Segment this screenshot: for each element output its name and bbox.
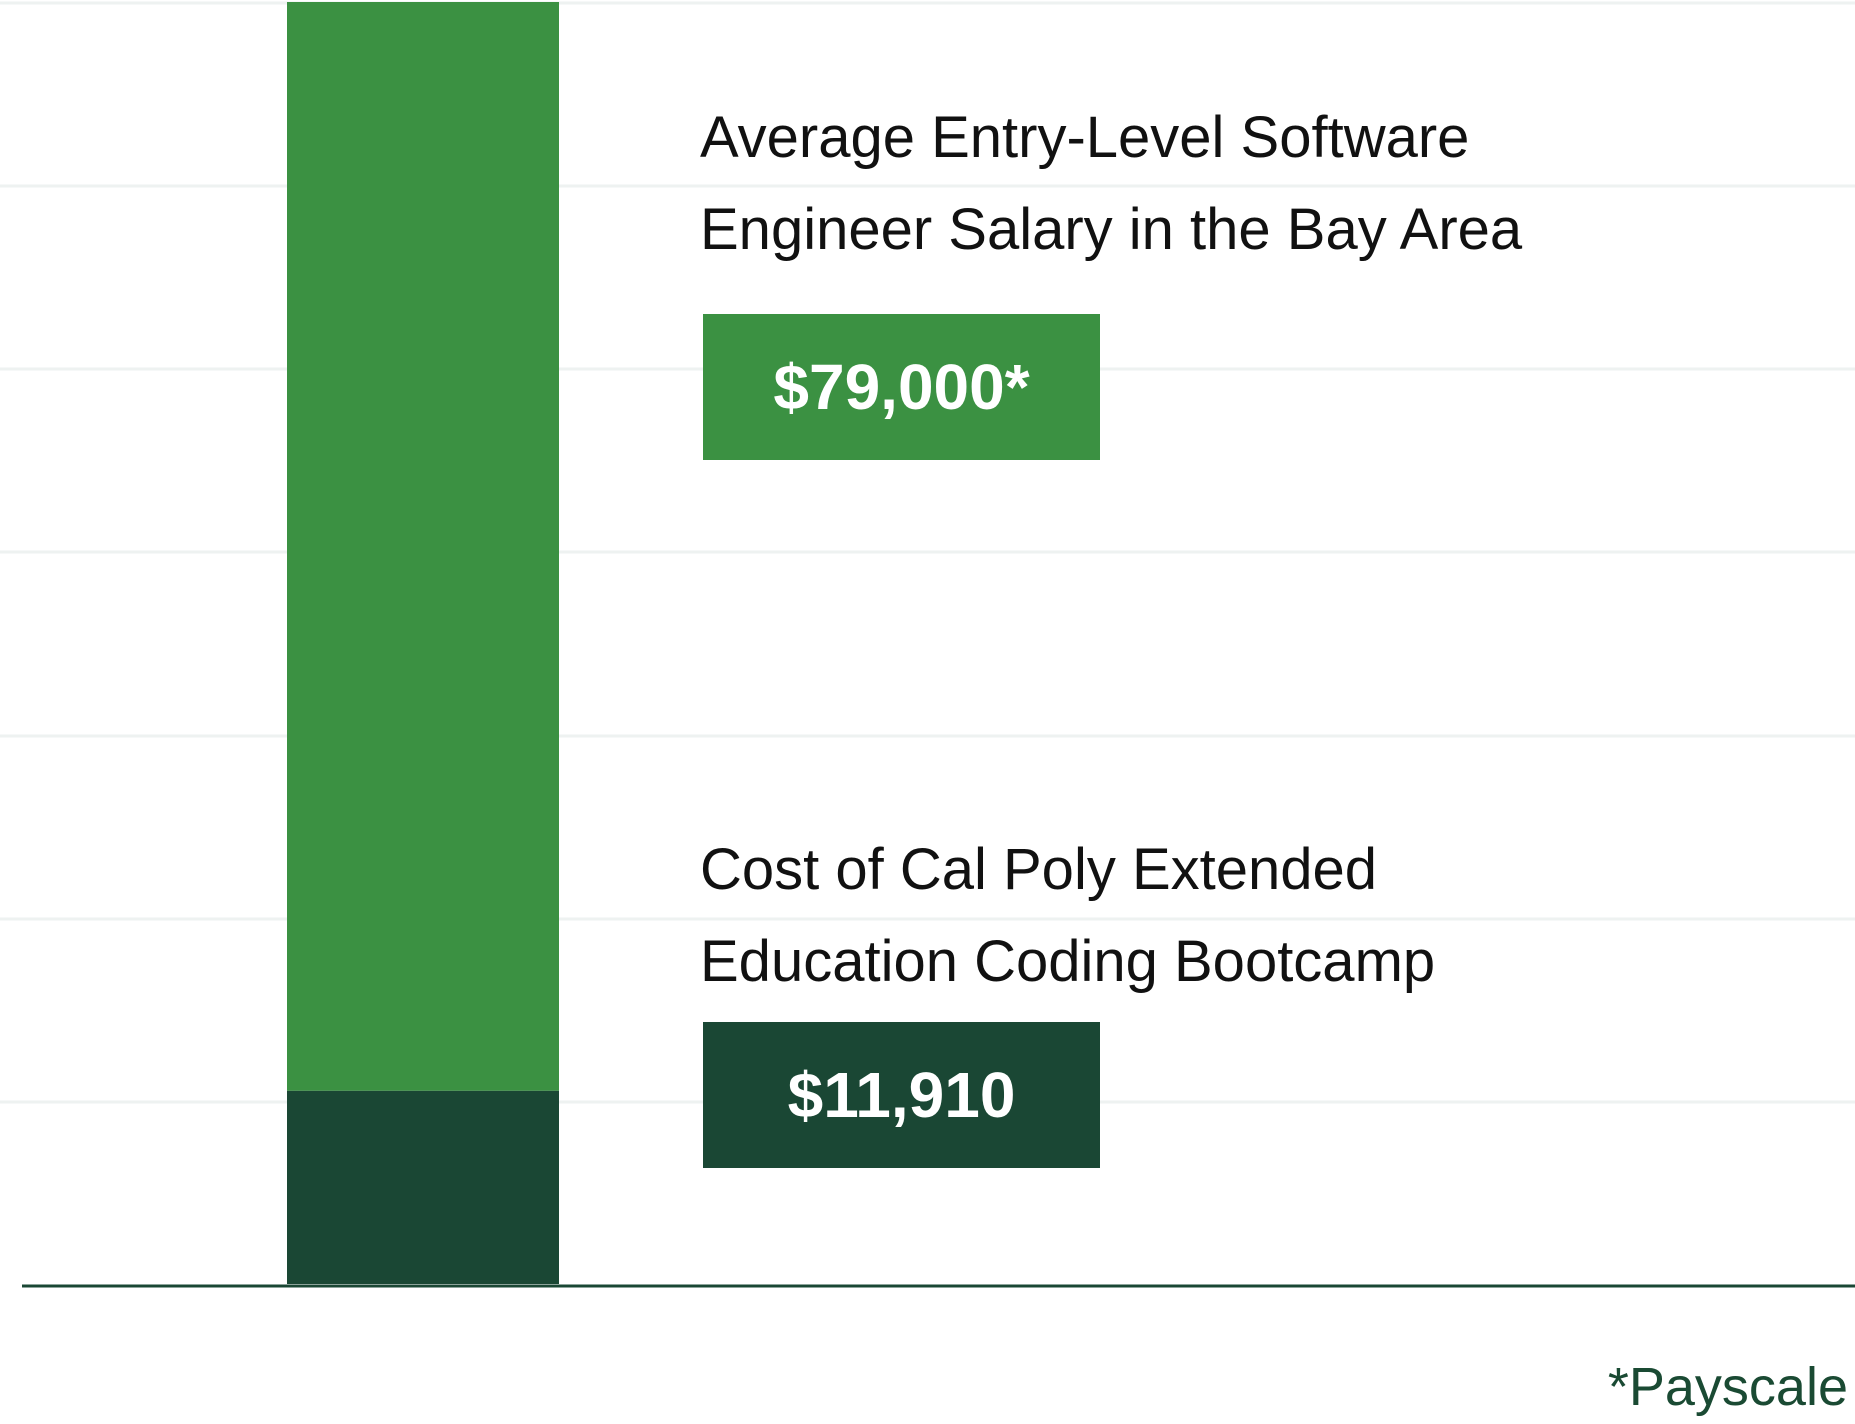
salary-caption: Average Entry-Level Software Engineer Sa… — [700, 105, 1523, 262]
salary-annotation: Average Entry-Level Software Engineer Sa… — [700, 92, 1522, 276]
bootcamp-value-box: $11,910 — [703, 1022, 1100, 1168]
salary-value-box: $79,000* — [703, 314, 1100, 460]
salary-value-label: $79,000* — [773, 351, 1030, 423]
bootcamp-value-label: $11,910 — [787, 1059, 1016, 1131]
bootcamp-caption: Cost of Cal Poly Extended Education Codi… — [700, 837, 1436, 994]
bootcamp-annotation: Cost of Cal Poly Extended Education Codi… — [700, 824, 1435, 1008]
bar-segment-bootcamp-cost — [287, 1090, 559, 1284]
source-note: *Payscale — [1607, 1357, 1848, 1417]
bar-segment-salary — [287, 2, 559, 1091]
stacked-bar — [287, 2, 559, 1284]
